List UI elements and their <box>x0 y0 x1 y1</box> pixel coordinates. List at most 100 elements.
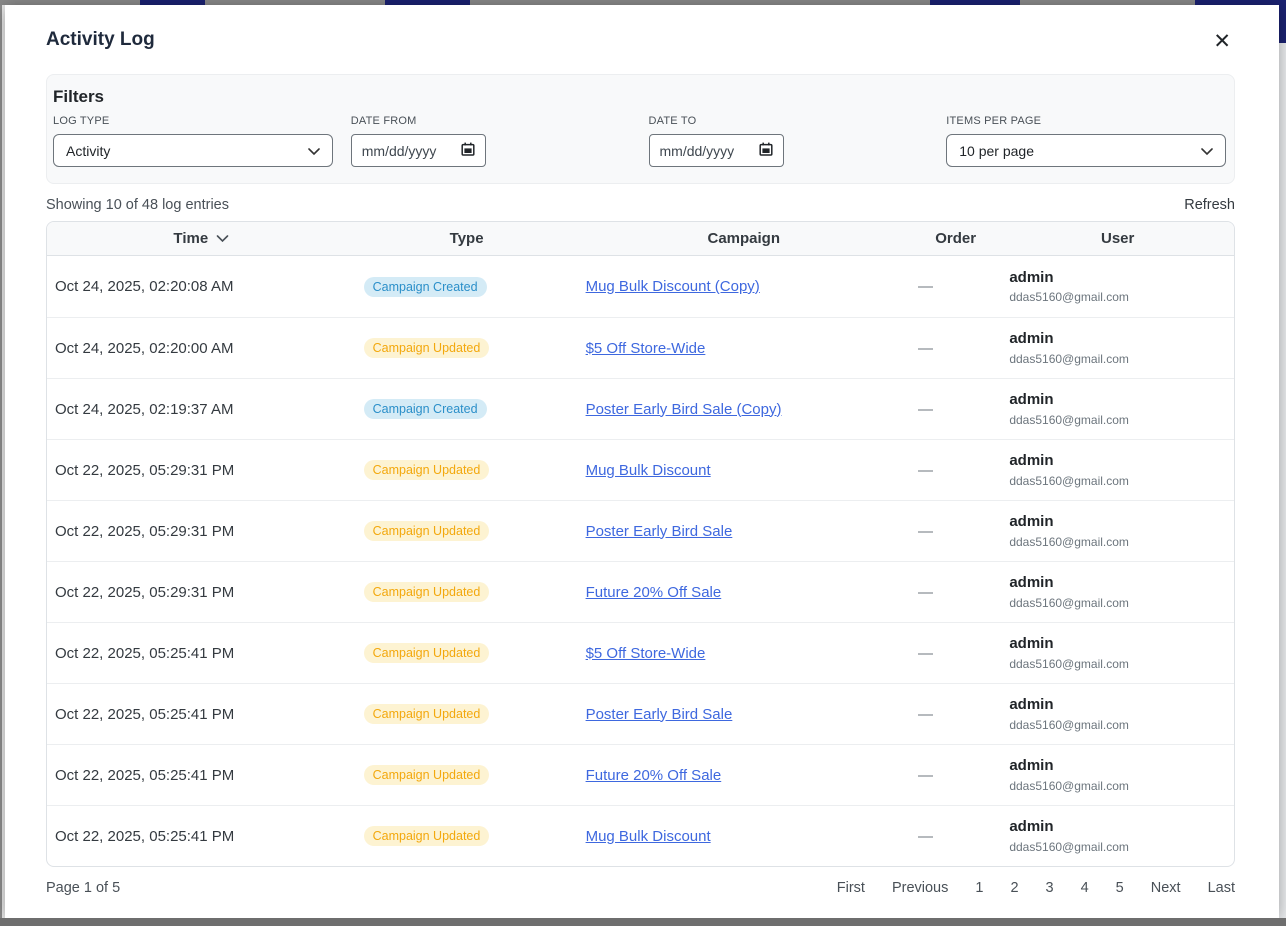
user-email: ddas5160@gmail.com <box>1009 656 1129 671</box>
page-item-last[interactable]: Last <box>1207 880 1235 896</box>
order-value: — <box>917 827 933 845</box>
campaign-link[interactable]: Mug Bulk Discount (Copy) <box>585 278 760 295</box>
log-type-label: LOG TYPE <box>53 115 110 127</box>
order-value: — <box>917 522 933 540</box>
campaign-link[interactable]: Future 20% Off Sale <box>585 583 722 601</box>
order-value: — <box>917 339 933 357</box>
page-item-2[interactable]: 2 <box>1010 880 1019 896</box>
log-type-badge: Campaign Created <box>363 399 487 419</box>
user-email: ddas5160@gmail.com <box>1009 473 1129 488</box>
campaign-link[interactable]: $5 Off Store-Wide <box>585 644 706 662</box>
column-header-type[interactable]: Type <box>355 222 578 256</box>
campaign-link[interactable]: Mug Bulk Discount <box>585 827 711 845</box>
calendar-icon[interactable] <box>758 142 773 159</box>
page-item-first[interactable]: First <box>836 880 865 896</box>
page-item-next[interactable]: Next <box>1150 880 1181 896</box>
background-page-bottom-bar <box>0 918 1286 926</box>
log-time: Oct 22, 2025, 05:29:31 PM <box>55 583 235 601</box>
calendar-icon[interactable] <box>461 142 475 159</box>
log-time: Oct 24, 2025, 02:20:00 AM <box>55 339 234 357</box>
log-type-badge: Campaign Updated <box>363 643 490 663</box>
table-row: Oct 22, 2025, 05:25:41 PM Campaign Updat… <box>47 622 1234 683</box>
column-header-order[interactable]: Order <box>909 222 1002 256</box>
page-item-5[interactable]: 5 <box>1115 880 1124 896</box>
pagination-controls: First Previous 1 2 3 4 5 Next Last <box>837 880 1235 896</box>
table-row: Oct 22, 2025, 05:25:41 PM Campaign Updat… <box>47 805 1234 866</box>
user-name: admin <box>1009 268 1054 286</box>
page-item-previous[interactable]: Previous <box>891 880 949 896</box>
user-name: admin <box>1009 635 1054 653</box>
modal-header: Activity Log ✕ <box>46 29 1235 54</box>
summary-row: Showing 10 of 48 log entries Refresh <box>46 197 1235 213</box>
table-row: Oct 22, 2025, 05:29:31 PM Campaign Updat… <box>47 500 1234 561</box>
log-time: Oct 22, 2025, 05:25:41 PM <box>55 827 235 845</box>
items-per-page-label: ITEMS PER PAGE <box>946 115 1042 127</box>
close-icon[interactable]: ✕ <box>1209 29 1235 54</box>
campaign-link[interactable]: Mug Bulk Discount <box>585 461 711 479</box>
page-item-4[interactable]: 4 <box>1080 880 1089 896</box>
background-page-left-strip <box>0 5 5 918</box>
log-type-badge: Campaign Updated <box>363 582 490 602</box>
campaign-link[interactable]: Poster Early Bird Sale <box>585 522 733 540</box>
log-time: Oct 22, 2025, 05:25:41 PM <box>55 705 235 723</box>
column-header-time[interactable]: Time <box>47 222 356 256</box>
column-header-campaign[interactable]: Campaign <box>577 222 910 256</box>
log-time: Oct 22, 2025, 05:29:31 PM <box>55 461 235 479</box>
date-to-placeholder: mm/dd/yyyy <box>659 142 735 159</box>
background-page-top-strip <box>0 0 1286 5</box>
order-value: — <box>917 644 933 662</box>
log-type-select[interactable]: Activity <box>53 134 333 167</box>
campaign-link[interactable]: $5 Off Store-Wide <box>585 339 706 357</box>
background-page-right-strip <box>1279 0 1286 918</box>
order-value: — <box>917 583 933 601</box>
sort-chevron-down-icon <box>216 230 229 247</box>
page-item-3[interactable]: 3 <box>1045 880 1054 896</box>
campaign-link[interactable]: Poster Early Bird Sale (Copy) <box>585 400 782 418</box>
activity-log-modal: Activity Log ✕ Filters LOG TYPE Activity… <box>5 5 1279 918</box>
date-to-label: DATE TO <box>648 115 697 127</box>
page-item-1[interactable]: 1 <box>975 880 984 896</box>
log-type-value: Activity <box>66 142 111 159</box>
user-email: ddas5160@gmail.com <box>1009 351 1129 366</box>
order-value: — <box>917 766 933 784</box>
log-time: Oct 24, 2025, 02:20:08 AM <box>55 278 234 295</box>
user-name: admin <box>1009 574 1054 592</box>
table-row: Oct 24, 2025, 02:19:37 AM Campaign Creat… <box>47 378 1234 439</box>
order-value: — <box>917 278 933 295</box>
filters-heading: Filters <box>53 87 105 106</box>
background-navy-segment <box>930 0 1020 5</box>
items-per-page-select[interactable]: 10 per page <box>946 134 1226 167</box>
log-type-badge: Campaign Updated <box>363 826 490 846</box>
user-email: ddas5160@gmail.com <box>1009 290 1129 305</box>
date-to-input[interactable]: mm/dd/yyyy <box>648 134 784 167</box>
chevron-down-icon <box>307 143 320 159</box>
table-row: Oct 24, 2025, 02:20:00 AM Campaign Updat… <box>47 317 1234 378</box>
table-row: Oct 22, 2025, 05:25:41 PM Campaign Updat… <box>47 683 1234 744</box>
user-email: ddas5160@gmail.com <box>1009 839 1129 854</box>
background-navy-segment <box>1279 0 1286 43</box>
table-header-row: Time Type Campaign Order User <box>47 222 1234 256</box>
page-title: Activity Log <box>46 29 155 50</box>
refresh-button[interactable]: Refresh <box>1184 197 1235 213</box>
user-email: ddas5160@gmail.com <box>1009 717 1129 732</box>
table-row: Oct 22, 2025, 05:29:31 PM Campaign Updat… <box>47 439 1234 500</box>
items-per-page-value: 10 per page <box>959 142 1034 159</box>
log-type-badge: Campaign Updated <box>363 338 490 358</box>
log-time: Oct 22, 2025, 05:29:31 PM <box>55 522 235 540</box>
log-type-badge: Campaign Updated <box>363 765 490 785</box>
campaign-link[interactable]: Poster Early Bird Sale <box>585 705 733 723</box>
user-name: admin <box>1009 452 1054 470</box>
chevron-down-icon <box>1201 143 1213 159</box>
column-header-user[interactable]: User <box>1001 222 1234 256</box>
date-from-label: DATE FROM <box>350 115 417 127</box>
user-name: admin <box>1009 696 1054 714</box>
user-email: ddas5160@gmail.com <box>1009 778 1129 793</box>
log-type-field: LOG TYPE Activity <box>53 115 333 167</box>
date-from-input[interactable]: mm/dd/yyyy <box>350 134 486 167</box>
activity-log-table: Time Type Campaign Order User Oct 24, 20… <box>46 221 1235 867</box>
log-time: Oct 24, 2025, 02:19:37 AM <box>55 400 234 418</box>
order-value: — <box>917 705 933 723</box>
campaign-link[interactable]: Future 20% Off Sale <box>585 766 722 784</box>
column-header-time-label: Time <box>173 230 209 247</box>
filters-panel: Filters LOG TYPE Activity DATE FROM mm/d… <box>46 74 1235 184</box>
